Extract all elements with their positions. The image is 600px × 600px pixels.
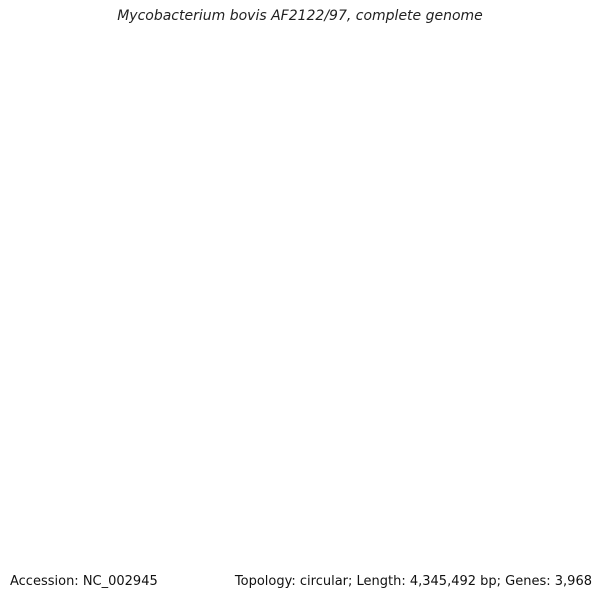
genome-stats-label: Topology: circular; Length: 4,345,492 bp…: [234, 574, 592, 589]
genome-title: Mycobacterium bovis AF2122/97, complete …: [117, 8, 483, 24]
accession-label: Accession: NC_002945: [10, 574, 158, 589]
